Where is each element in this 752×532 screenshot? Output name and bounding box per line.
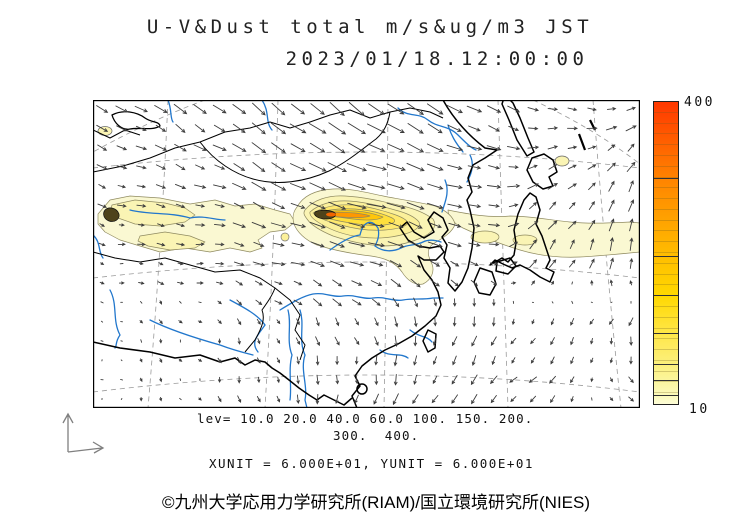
map-svg — [93, 100, 640, 408]
dust-spot-small — [280, 232, 290, 242]
map-frame — [93, 100, 640, 408]
colorbar-min-label: 10 — [689, 402, 710, 417]
map-figure — [93, 100, 640, 408]
dust-spot-sakhalin — [554, 155, 570, 167]
colorbar-divider — [654, 379, 678, 381]
colorbar-divider — [654, 333, 678, 335]
dust-plume-core-hot — [326, 212, 336, 217]
coast-south — [93, 341, 353, 406]
border-mongolia — [199, 111, 391, 183]
dust-band-inner1 — [470, 230, 500, 244]
coast-kyushu — [473, 267, 497, 296]
contour-levels-line1: lev= 10.0 20.0 40.0 60.0 100. 150. 200. — [197, 411, 534, 426]
border-myanmar — [274, 287, 306, 361]
plot-title: U-V&Dust total m/s&ug/m3 JST — [146, 16, 594, 38]
colorbar-max-label: 400 — [684, 95, 715, 110]
colorbar — [653, 101, 679, 405]
colorbar-divider — [654, 255, 678, 257]
dust-dot-dark-west — [103, 207, 120, 222]
coast-kuril — [577, 119, 596, 151]
wind-arrows — [96, 102, 637, 406]
border-himalaya — [93, 251, 276, 353]
colorbar-gradient — [654, 102, 678, 404]
coast-taiwan — [422, 329, 437, 353]
border-centralasia — [93, 129, 141, 139]
coast-hokkaido — [526, 153, 558, 190]
colorbar-divider — [654, 294, 678, 296]
colorbar-divider — [654, 395, 678, 397]
dust-band-inner2 — [512, 234, 538, 246]
axis-units-line: XUNIT = 6.000E+01, YUNIT = 6.000E+01 — [209, 456, 534, 471]
colorbar-divider — [654, 178, 678, 180]
coast-hainan — [356, 383, 368, 395]
dust-area-west-inner2 — [137, 231, 206, 251]
border-north — [93, 107, 444, 173]
axis-indicator-icon — [62, 412, 105, 454]
colorbar-divider — [654, 364, 678, 366]
rivers — [93, 100, 477, 408]
credit-line: ©九州大学応用力学研究所(RIAM)/国立環境研究所(NIES) — [161, 493, 591, 512]
contour-levels-line2: 300. 400. — [333, 428, 420, 443]
coast-mainland — [351, 100, 498, 408]
dust-plume-core — [314, 209, 336, 220]
coastlines-borders — [93, 100, 596, 408]
lake-balkhash — [111, 111, 161, 130]
coast-shikoku — [495, 257, 517, 275]
plot-timestamp: 2023/01/18.12:00:00 — [285, 48, 589, 70]
